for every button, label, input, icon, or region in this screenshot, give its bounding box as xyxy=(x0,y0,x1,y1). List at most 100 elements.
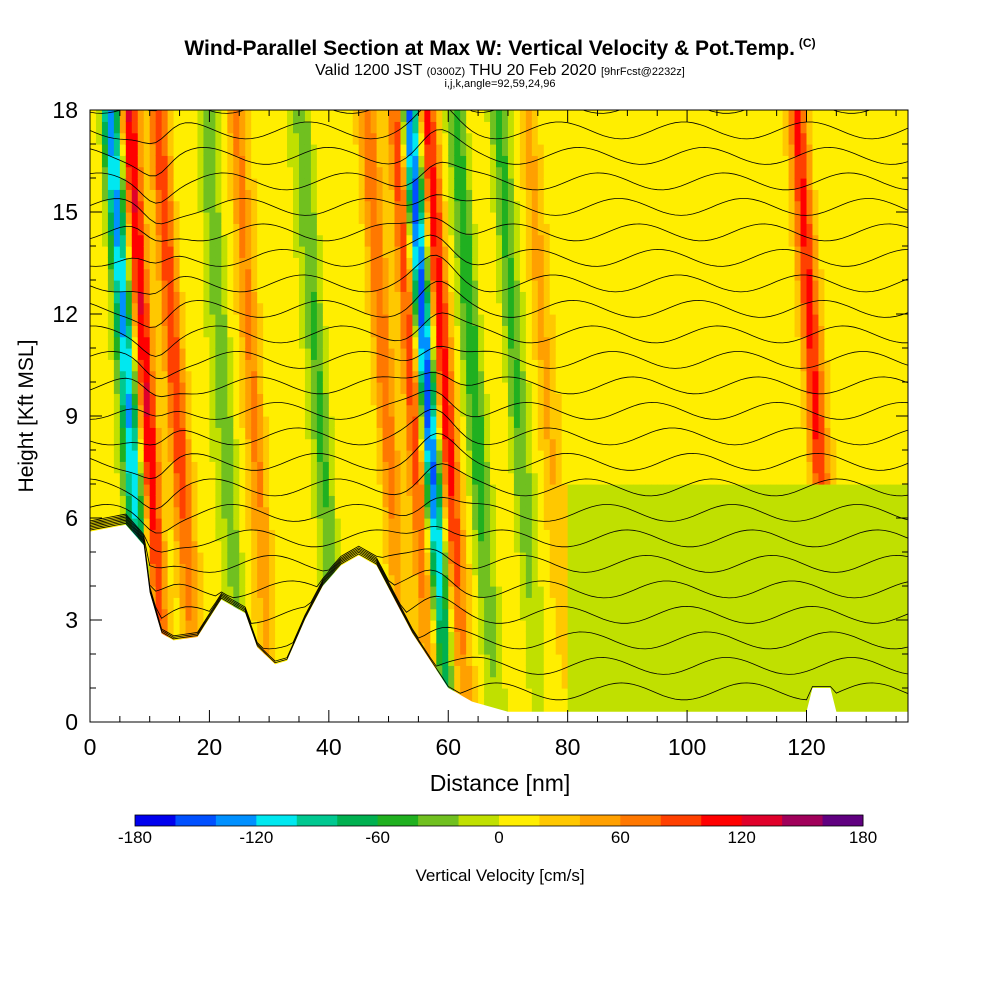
field-cell xyxy=(304,155,312,168)
field-cell xyxy=(167,212,175,224)
field-cell xyxy=(549,631,557,644)
field-cell xyxy=(519,121,527,134)
field-cell xyxy=(334,484,342,496)
field-cell xyxy=(293,472,300,485)
field-cell xyxy=(179,416,187,428)
field-cell xyxy=(215,178,222,190)
field-cell xyxy=(275,461,282,474)
field-cell xyxy=(472,654,479,666)
field-cell xyxy=(185,234,193,247)
field-cell xyxy=(430,540,437,553)
field-cell xyxy=(215,325,222,338)
field-cell xyxy=(519,552,527,564)
field-cell xyxy=(585,144,593,156)
field-cell xyxy=(161,450,169,462)
field-cell xyxy=(555,291,563,304)
field-cell xyxy=(245,608,252,621)
field-cell xyxy=(310,212,318,224)
field-cell xyxy=(263,166,270,179)
field-cell xyxy=(484,223,491,236)
field-cell xyxy=(215,336,222,349)
field-cell xyxy=(633,416,640,428)
field-cell xyxy=(507,620,515,632)
field-cell xyxy=(179,393,187,406)
field-cell xyxy=(424,132,431,145)
field-cell xyxy=(519,178,527,190)
field-cell xyxy=(615,586,623,598)
field-cell xyxy=(281,484,288,496)
field-cell xyxy=(113,155,121,168)
field-cell xyxy=(430,450,437,462)
field-cell xyxy=(233,110,240,122)
field-cell xyxy=(101,325,109,338)
field-cell xyxy=(370,472,378,485)
field-cell xyxy=(161,212,169,224)
field-cell xyxy=(155,314,163,326)
field-cell xyxy=(358,268,366,281)
field-cell xyxy=(430,291,437,304)
field-cell xyxy=(364,291,372,304)
field-cell xyxy=(346,234,354,247)
field-cell xyxy=(382,416,390,428)
field-cell xyxy=(113,257,121,270)
field-cell xyxy=(585,223,593,236)
field-cell xyxy=(137,212,145,224)
field-cell xyxy=(460,654,467,666)
field-cell xyxy=(555,518,563,530)
field-cell xyxy=(507,427,515,440)
field-cell xyxy=(298,336,306,349)
field-cell xyxy=(400,121,408,134)
field-cell xyxy=(585,246,593,258)
field-cell xyxy=(507,234,515,247)
field-cell xyxy=(155,144,163,156)
field-cell xyxy=(107,280,115,292)
field-cell xyxy=(555,132,563,145)
field-cell xyxy=(585,620,593,632)
field-cell xyxy=(322,427,330,440)
field-cell xyxy=(209,495,216,508)
field-cell xyxy=(561,132,569,145)
field-cell xyxy=(466,438,473,451)
field-cell xyxy=(609,144,617,156)
field-cell xyxy=(460,495,467,508)
field-cell xyxy=(573,665,581,678)
field-cell xyxy=(310,189,318,202)
field-cell xyxy=(155,370,163,383)
field-cell xyxy=(316,291,324,304)
field-cell xyxy=(585,597,593,610)
field-cell xyxy=(227,302,234,315)
field-cell xyxy=(561,325,569,338)
field-cell xyxy=(519,688,527,700)
field-cell xyxy=(167,257,175,270)
field-cell xyxy=(245,234,252,247)
field-cell xyxy=(257,495,264,508)
field-cell xyxy=(579,438,587,451)
field-cell xyxy=(215,268,222,281)
field-cell xyxy=(131,359,139,372)
field-cell xyxy=(340,438,348,451)
field-cell xyxy=(322,336,330,349)
field-cell xyxy=(466,563,473,576)
field-cell xyxy=(370,302,378,315)
field-cell xyxy=(227,416,234,428)
field-cell xyxy=(191,608,199,621)
field-cell xyxy=(263,200,270,213)
field-cell xyxy=(525,574,533,587)
field-cell xyxy=(496,699,503,712)
field-cell xyxy=(496,450,503,462)
field-cell xyxy=(197,325,205,338)
field-cell xyxy=(525,484,533,496)
field-cell xyxy=(567,518,575,530)
field-cell xyxy=(227,540,234,553)
field-cell xyxy=(621,382,628,394)
field-cell xyxy=(436,336,443,349)
field-cell xyxy=(269,178,276,190)
field-cell xyxy=(376,427,384,440)
field-cell xyxy=(603,370,611,383)
field-cell xyxy=(466,189,473,202)
field-cell xyxy=(101,166,109,179)
field-cell xyxy=(334,178,342,190)
chart-title: Wind-Parallel Section at Max W: Vertical… xyxy=(0,36,1000,61)
field-cell xyxy=(203,314,211,326)
field-cell xyxy=(627,314,634,326)
